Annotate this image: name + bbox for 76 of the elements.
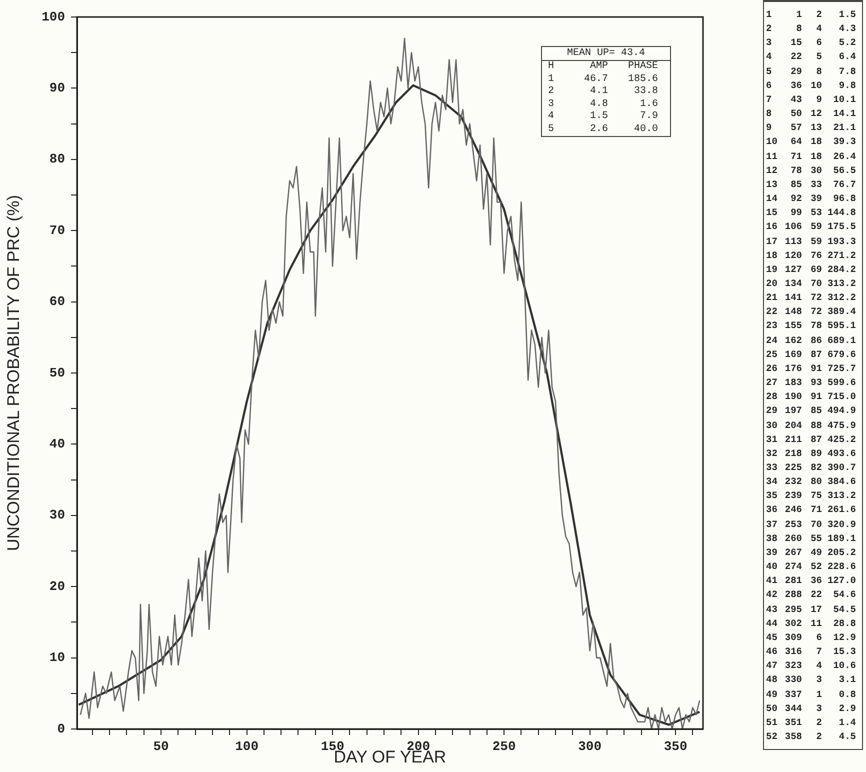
text: 2 4.1 33.8 [548, 86, 658, 97]
text: 11 71 18 26.4 [766, 150, 856, 162]
text: 51 351 2 1.4 [766, 716, 856, 728]
text: 18 120 76 271.2 [765, 248, 856, 263]
text: 39 267 49 205.2 [765, 546, 856, 560]
text: 10 64 18 39.3 [766, 136, 856, 148]
text: 28 190 91 715.0 [765, 390, 856, 404]
text: 46 316 7 15.3 [766, 646, 856, 658]
text: 21 141 72 312.2 [765, 291, 856, 306]
text: 4 22 5 6.4 [766, 51, 856, 62]
y-tick-label: 50 [49, 365, 66, 380]
y-axis-title: UNCONDITIONAL PROBABILITY OF PRC (%) [4, 194, 23, 552]
text: 15 99 53 144.8 [766, 207, 856, 218]
text: 43 295 17 54.5 [765, 602, 856, 617]
text: 47 323 4 10.6 [766, 660, 856, 672]
text: 5 29 8 7.8 [766, 66, 856, 77]
y-tick-label: 80 [49, 152, 66, 167]
text: 42 288 22 54.6 [765, 588, 856, 602]
text: 48 330 3 3.1 [766, 674, 856, 686]
text: 12 78 30 56.5 [766, 164, 856, 176]
text: 30 204 88 475.9 [765, 418, 856, 433]
x-tick-label: 50 [153, 739, 170, 754]
text: 20 134 70 313.2 [765, 276, 856, 291]
text: 3 4.8 1.6 [548, 98, 658, 110]
x-tick-label: 350 [664, 739, 688, 754]
y-tick-label: 0 [57, 721, 66, 736]
text: 22 148 72 389.4 [765, 305, 856, 320]
x-tick-label: 250 [492, 739, 516, 754]
x-tick-label: 100 [235, 739, 259, 754]
y-tick-label: 40 [49, 436, 66, 452]
text: 35 239 75 313.2 [765, 489, 856, 504]
text: 8 50 12 14.1 [766, 108, 856, 120]
x-tick-label: 300 [578, 739, 602, 754]
text: 50 344 3 2.9 [766, 702, 856, 714]
y-tick-label: 100 [42, 9, 66, 24]
text: 24 162 86 689.1 [765, 334, 856, 348]
text: 44 302 11 28.8 [765, 616, 856, 631]
text: 45 309 6 12.9 [766, 632, 856, 643]
text: 2 8 4 4.3 [766, 23, 856, 34]
text: 4 1.5 7.9 [548, 111, 658, 122]
text: 32 218 89 493.6 [765, 446, 856, 461]
text: 52 358 2 4.5 [766, 730, 856, 742]
text: 36 246 71 261.6 [765, 503, 856, 518]
text: 3 15 6 5.2 [766, 37, 856, 48]
y-tick-label: 60 [49, 294, 66, 310]
text: 49 337 1 0.8 [766, 688, 856, 700]
text: H AMP PHASE [548, 61, 658, 72]
text: 23 155 78 595.1 [765, 319, 856, 334]
text: 17 113 59 193.3 [765, 234, 856, 248]
annotation: MEAN UP= 43.4 [542, 47, 670, 61]
text: 34 232 80 384.6 [765, 475, 856, 490]
y-tick-label: 70 [49, 222, 66, 238]
text: 26 176 91 725.7 [765, 362, 856, 376]
text: 13 85 33 76.7 [766, 178, 856, 190]
text: 33 225 82 390.7 [765, 461, 856, 475]
text: 1 1 2 1.5 [766, 9, 856, 20]
y-tick-label: 30 [49, 508, 66, 523]
text: 38 260 55 189.1 [765, 532, 856, 546]
text: 1 46.7 185.6 [548, 74, 658, 84]
text: 16 106 59 175.5 [765, 220, 856, 234]
text: 9 57 13 21.1 [766, 122, 856, 134]
text: 25 169 87 679.6 [765, 348, 856, 362]
text: 37 253 70 320.9 [765, 518, 856, 532]
text: 41 281 36 127.0 [765, 574, 856, 588]
y-tick-label: 20 [49, 578, 66, 594]
text: 31 211 87 425.2 [765, 432, 856, 447]
text: 6 36 10 9.8 [766, 80, 856, 91]
y-tick-label: 90 [49, 80, 66, 96]
text: 14 92 39 96.8 [766, 193, 856, 204]
y-tick-label: 10 [49, 650, 66, 666]
text: 29 197 85 494.9 [765, 404, 856, 418]
text: 27 183 93 599.6 [765, 376, 856, 390]
text: 19 127 69 284.2 [765, 262, 856, 277]
text: 7 43 9 10.1 [766, 94, 856, 105]
text: 40 274 52 228.6 [765, 560, 856, 574]
text: 5 2.6 40.0 [548, 124, 658, 134]
